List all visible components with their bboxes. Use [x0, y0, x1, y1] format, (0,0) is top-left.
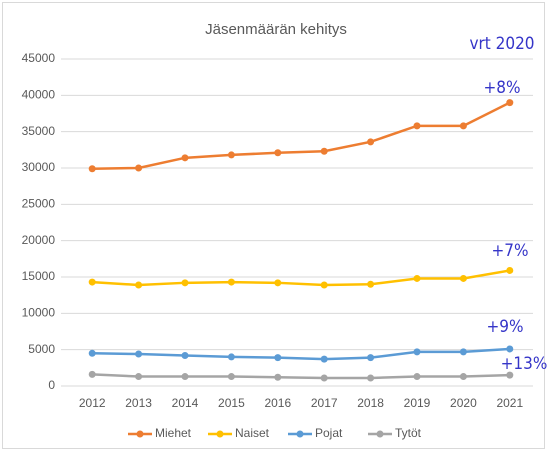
series-line	[92, 269, 511, 287]
point	[88, 278, 96, 286]
annotation: +9%	[486, 317, 523, 337]
y-tick-label: 20000	[22, 233, 56, 247]
annotation: +7%	[491, 241, 528, 261]
y-tick-label: 10000	[22, 306, 56, 320]
legend-marker	[296, 430, 304, 438]
legend-label: Tytöt	[395, 426, 422, 440]
x-tick-label: 2015	[218, 396, 245, 410]
y-tick-label: 25000	[22, 197, 56, 211]
point	[413, 122, 421, 130]
point	[506, 345, 514, 353]
point	[367, 374, 375, 382]
x-tick-label: 2019	[404, 396, 431, 410]
legend-label: Naiset	[235, 426, 270, 440]
point	[227, 278, 235, 286]
point	[506, 371, 514, 379]
annotation: +8%	[483, 78, 520, 98]
point	[274, 373, 282, 381]
series-line	[92, 373, 510, 380]
legend-marker	[216, 430, 224, 438]
point	[459, 274, 467, 282]
point	[367, 354, 375, 362]
point	[274, 279, 282, 287]
point	[459, 373, 467, 381]
point	[88, 349, 96, 357]
series-line	[92, 347, 510, 361]
annotation: +13%	[501, 354, 548, 374]
y-tick-label: 30000	[22, 160, 56, 174]
point	[320, 147, 328, 155]
point	[274, 149, 282, 157]
point	[181, 351, 189, 359]
point	[320, 374, 328, 382]
x-tick-label: 2013	[125, 396, 152, 410]
point	[227, 353, 235, 361]
point	[413, 274, 421, 282]
annotation: vrt 2020	[469, 34, 534, 54]
point	[459, 348, 467, 356]
point	[506, 99, 514, 107]
y-tick-label: 0	[48, 378, 55, 392]
x-tick-label: 2017	[311, 396, 338, 410]
series-line	[92, 101, 511, 170]
x-tick-label: 2014	[172, 396, 199, 410]
chart-title: Jäsenmäärän kehitys	[205, 21, 347, 38]
y-tick-label: 15000	[22, 269, 56, 283]
y-tick-label: 40000	[22, 88, 56, 102]
legend-label: Pojat	[315, 426, 343, 440]
point	[135, 373, 143, 381]
point	[413, 373, 421, 381]
point	[320, 281, 328, 289]
legend-marker	[136, 430, 144, 438]
point	[135, 350, 143, 358]
point	[274, 354, 282, 362]
x-tick-label: 2020	[450, 396, 477, 410]
point	[367, 138, 375, 146]
point	[367, 280, 375, 288]
x-tick-label: 2016	[264, 396, 291, 410]
point	[227, 151, 235, 159]
point	[320, 355, 328, 363]
x-tick-label: 2021	[496, 396, 523, 410]
legend-label: Miehet	[155, 426, 192, 440]
point	[181, 279, 189, 287]
y-tick-label: 45000	[22, 51, 56, 65]
y-tick-label: 5000	[28, 342, 55, 356]
y-tick-label: 35000	[22, 124, 56, 138]
point	[135, 164, 143, 172]
point	[459, 122, 467, 130]
point	[135, 281, 143, 289]
point	[227, 373, 235, 381]
point	[181, 154, 189, 162]
point	[181, 373, 189, 381]
point	[88, 165, 96, 173]
chart-border	[2, 2, 545, 449]
point	[506, 266, 514, 274]
point	[88, 370, 96, 378]
x-tick-label: 2012	[79, 396, 106, 410]
legend-marker	[376, 430, 384, 438]
point	[413, 348, 421, 356]
x-tick-label: 2018	[357, 396, 384, 410]
